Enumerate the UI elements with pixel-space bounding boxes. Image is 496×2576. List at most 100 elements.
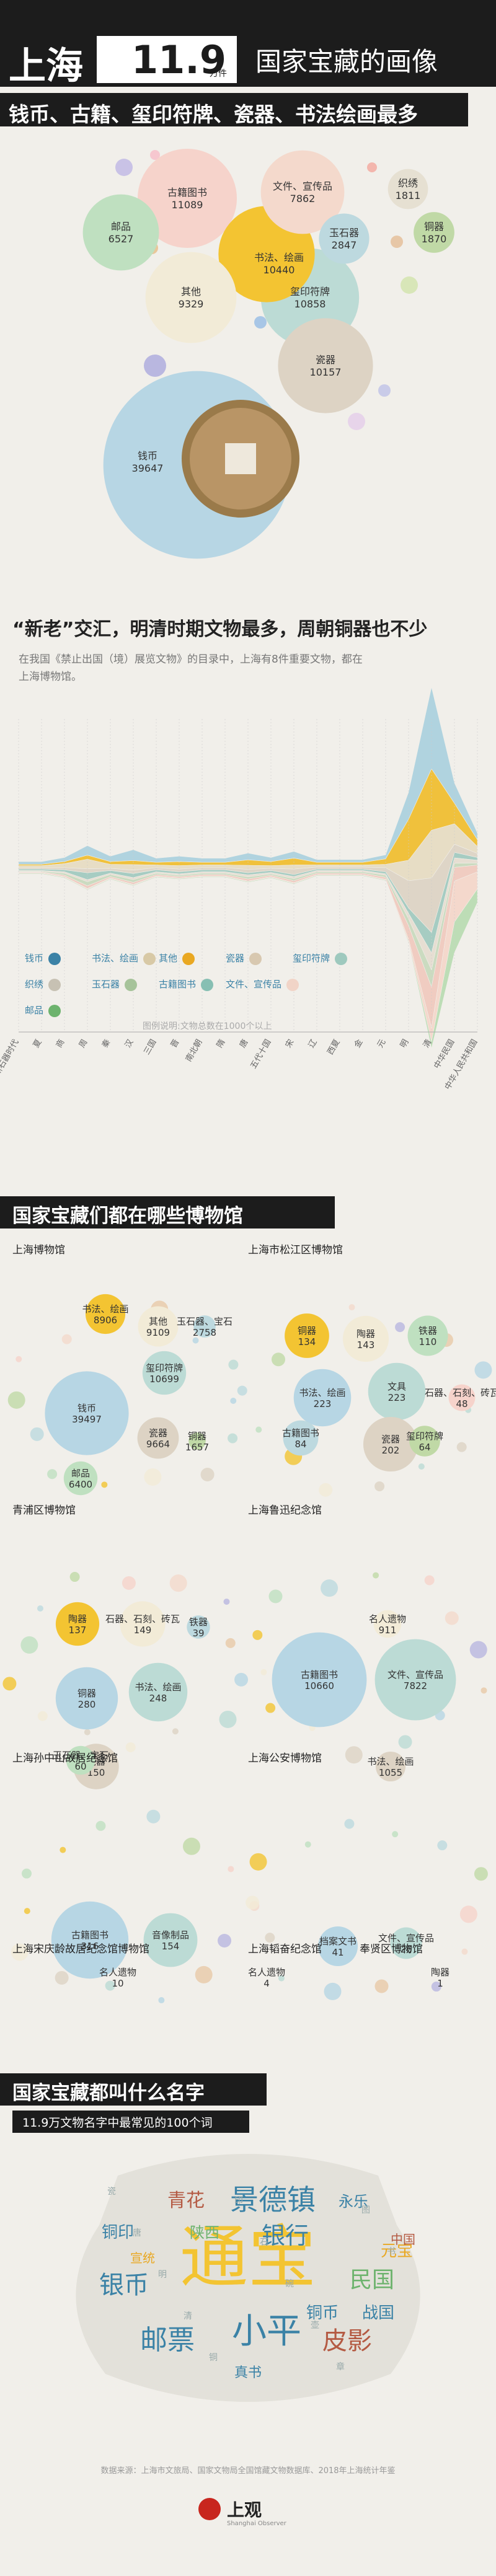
museum-bubble-label: 玺印符牌 — [146, 1362, 183, 1374]
museum-bubble-label: 铁器 — [418, 1325, 437, 1336]
museum-bubble-label: 铁器 — [189, 1617, 208, 1628]
museum-bubble — [342, 1315, 389, 1362]
museum-bubble-value: 39 — [192, 1628, 204, 1639]
museum-bubble — [188, 1432, 206, 1450]
museum-bubble-value: 134 — [298, 1336, 316, 1348]
decor-dot — [144, 355, 166, 377]
museum-bubble-label: 古籍图书 — [282, 1427, 319, 1439]
decor-dot — [223, 1599, 230, 1605]
museum-bubble-label: 古籍图书 — [71, 1930, 108, 1941]
museum-bubble-value: 316 — [81, 1941, 99, 1952]
x-tick-label: 夏 — [32, 1038, 43, 1050]
decor-dot — [228, 1866, 234, 1872]
legend-swatch — [48, 978, 61, 991]
decor-dot — [21, 1868, 32, 1879]
decor-dot — [69, 1572, 80, 1582]
header — [0, 0, 496, 87]
museum-bubble-label: 档案文书 — [319, 1936, 356, 1947]
decor-dot — [237, 1385, 247, 1396]
bubble-value: 10858 — [294, 298, 326, 310]
museum-bubble-label: 名人遗物 — [99, 1967, 136, 1978]
header-count-box — [97, 36, 237, 83]
decor-dot — [424, 1575, 435, 1586]
decor-dot — [172, 1728, 179, 1735]
bubble-value: 9329 — [179, 298, 204, 310]
decor-dot — [278, 1975, 285, 1982]
decor-dot — [37, 1711, 48, 1721]
decor-dot — [169, 1574, 187, 1592]
museum-bubble-value: 143 — [357, 1339, 375, 1351]
decor-dot — [84, 1729, 91, 1736]
museum-title: 上海孙中山故居纪念馆 — [12, 1752, 118, 1765]
museum-bubble-value: 149 — [134, 1625, 152, 1636]
decor-dot — [459, 1905, 477, 1923]
museum-bubble — [138, 1306, 179, 1347]
bubble — [137, 148, 237, 249]
section4-subtitle: 11.9万文物名字中最常见的100个词 — [22, 2116, 213, 2130]
word: 铜印 — [102, 2223, 134, 2242]
bubble-value: 7862 — [290, 193, 316, 205]
bubble-label: 玉石器 — [329, 227, 359, 239]
museum-title: 上海市松江区博物馆 — [248, 1244, 343, 1256]
decor-dot — [192, 1337, 199, 1344]
museum-bubble-label: 书法、绘画 — [135, 1682, 181, 1693]
decor-dot — [254, 316, 267, 329]
museum-bubble — [363, 1416, 418, 1472]
decor-dot — [55, 1970, 69, 1985]
museum-bubble — [374, 1639, 456, 1721]
decor-dot — [182, 1837, 200, 1855]
legend-label: 织绣 — [25, 979, 44, 990]
bubble-value: 10440 — [264, 264, 295, 276]
word: 永乐 — [339, 2193, 368, 2210]
museum-bubble-label: 玉石器、宝石 — [53, 1750, 108, 1761]
legend-swatch — [125, 978, 138, 991]
museum-bubble — [448, 1384, 476, 1411]
museum-title: 上海韬奋纪念馆 — [248, 1943, 322, 1956]
decor-dot — [445, 1611, 459, 1625]
bubble-value: 11089 — [172, 199, 203, 211]
decor-dot — [11, 1943, 29, 1961]
museum-panel: 青浦区博物馆铜器280书法、绘画248瓷器150石器、石刻、砖瓦149陶器137… — [2, 1504, 249, 1789]
museum-bubble — [137, 1417, 179, 1459]
museum-bubble — [375, 1751, 406, 1782]
decor-dot — [321, 1579, 339, 1597]
legend-item: 织绣 — [25, 977, 61, 991]
decor-dot — [60, 1846, 66, 1853]
legend-label: 玺印符牌 — [293, 953, 330, 964]
decor-dot — [230, 1398, 237, 1404]
museum-bubble-value: 9109 — [146, 1327, 170, 1338]
museum-bubble-label: 石器、石刻、砖瓦 — [425, 1387, 496, 1398]
word: 铜币 — [306, 2304, 339, 2322]
bubble — [388, 169, 428, 210]
bubble-value: 1870 — [422, 233, 447, 245]
museum-bubble-label: 铜器 — [78, 1688, 96, 1699]
museum-bubble-label: 古籍图书 — [301, 1669, 338, 1680]
museum-bubble-value: 1055 — [379, 1767, 402, 1778]
word-small: 清 — [184, 2311, 192, 2321]
museum-bubble-label: 邮品 — [71, 1468, 90, 1479]
museum-bubble — [142, 1351, 187, 1395]
decor-dot — [373, 1572, 379, 1579]
decor-dot — [228, 1359, 239, 1370]
word-small: 壶 — [311, 2321, 319, 2331]
museum-bubble-value: 202 — [382, 1445, 400, 1456]
museum-bubble — [193, 1315, 216, 1338]
museum-title: 上海博物馆 — [12, 1244, 65, 1256]
legend: 钱币 书法、绘画 其他 瓷器 玺印符牌 织绣 玉石器 古籍图书 文件、宣传品 邮品 — [25, 951, 360, 1044]
museum-bubble-value: 10 — [112, 1978, 123, 1989]
decor-dot — [61, 1334, 72, 1344]
header-title: 国家宝藏的画像 — [255, 46, 438, 77]
museum-bubble-value: 48 — [456, 1398, 467, 1409]
museum-bubble-label: 钱币 — [78, 1403, 96, 1414]
museum-bubble-value: 10699 — [149, 1374, 179, 1385]
x-tick-label: 周 — [78, 1038, 89, 1050]
word: 通宝 — [180, 2218, 316, 2297]
decor-dot — [218, 1934, 232, 1948]
museum-bubble — [66, 1745, 95, 1775]
museum-bubble — [85, 1294, 126, 1334]
decor-dot — [101, 1481, 108, 1488]
